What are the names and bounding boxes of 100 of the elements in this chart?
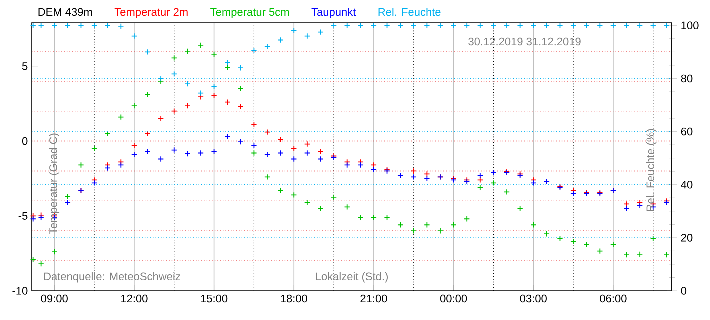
point: [624, 22, 630, 29]
point: [38, 261, 44, 268]
point: [517, 22, 524, 29]
point: [358, 162, 364, 168]
point: [331, 194, 338, 200]
text: Taupunkt: [312, 8, 356, 18]
point: [78, 162, 84, 168]
point: [370, 162, 377, 168]
point: [370, 166, 377, 173]
point: [370, 22, 377, 29]
point: [30, 216, 36, 222]
point: [91, 180, 98, 186]
point: [171, 55, 178, 62]
point: [291, 192, 298, 198]
point: [517, 206, 524, 212]
point: [278, 37, 284, 44]
point: [637, 251, 644, 258]
annotation: 30.12.2019 31.12.2019: [468, 38, 581, 46]
point: [610, 22, 617, 29]
point: [264, 152, 271, 158]
point: [38, 214, 44, 221]
point: [358, 22, 364, 29]
y-tick-label: 0: [22, 137, 28, 146]
point: [64, 22, 71, 29]
x-tick-label: 12:00: [122, 294, 148, 303]
point: [650, 236, 656, 242]
point: [424, 22, 430, 29]
point: [224, 60, 231, 66]
point: [30, 22, 36, 29]
point: [184, 150, 191, 158]
point: [437, 22, 444, 29]
point: [504, 22, 510, 29]
point: [278, 136, 284, 143]
point: [264, 44, 271, 50]
point: [211, 92, 218, 99]
point: [597, 22, 604, 29]
y-tick-label: 5: [22, 62, 28, 70]
text: Temperatur 5cm: [210, 8, 290, 18]
point: [398, 22, 404, 29]
point: [38, 22, 44, 29]
point: [624, 201, 630, 208]
point: [291, 146, 298, 152]
point: [398, 222, 404, 228]
point: [171, 108, 178, 114]
point: [424, 171, 430, 178]
point: [291, 156, 298, 162]
point: [464, 216, 470, 222]
point: [584, 242, 590, 248]
point: [264, 129, 271, 136]
point: [224, 64, 231, 71]
point: [224, 99, 231, 106]
point: [251, 142, 258, 149]
point: [184, 103, 191, 110]
y2-tick-label: 40: [681, 180, 693, 189]
point: [171, 71, 178, 78]
point: [530, 22, 537, 29]
point: [52, 22, 58, 29]
point: [78, 22, 84, 29]
y-axis-title: Temperatur (Grad C): [49, 134, 60, 234]
point: [198, 150, 204, 156]
y2-tick-label: 80: [681, 74, 693, 83]
point: [557, 236, 564, 242]
point: [64, 194, 71, 200]
point: [144, 92, 151, 98]
point: [304, 200, 310, 206]
point: [264, 174, 271, 180]
x-tick-label: 15:00: [201, 294, 228, 303]
point: [304, 141, 310, 148]
point: [158, 156, 164, 162]
point: [144, 148, 151, 155]
point: [370, 214, 377, 221]
point: [211, 84, 218, 90]
point: [544, 22, 550, 29]
point: [238, 86, 244, 92]
point: [637, 202, 644, 209]
point: [251, 48, 258, 54]
point: [304, 150, 310, 156]
point: [104, 22, 111, 29]
point: [184, 48, 191, 54]
point: [464, 22, 470, 29]
point: [104, 130, 111, 137]
point: [384, 214, 390, 221]
x-tick-label: 00:00: [440, 294, 468, 303]
point: [158, 76, 164, 82]
point: [570, 238, 577, 245]
x-tick-label: 21:00: [360, 294, 388, 303]
point: [251, 150, 258, 156]
point: [238, 138, 244, 146]
point: [344, 204, 350, 210]
x-tick-label: 09:00: [41, 294, 68, 303]
point: [131, 152, 138, 158]
point: [570, 190, 577, 197]
point: [450, 22, 457, 29]
point: [291, 28, 298, 34]
point: [624, 206, 630, 212]
point: [158, 116, 164, 122]
point: [278, 150, 284, 156]
point: [490, 180, 497, 186]
point: [530, 222, 537, 228]
series-label: Rel. Feuchte: [378, 8, 441, 16]
